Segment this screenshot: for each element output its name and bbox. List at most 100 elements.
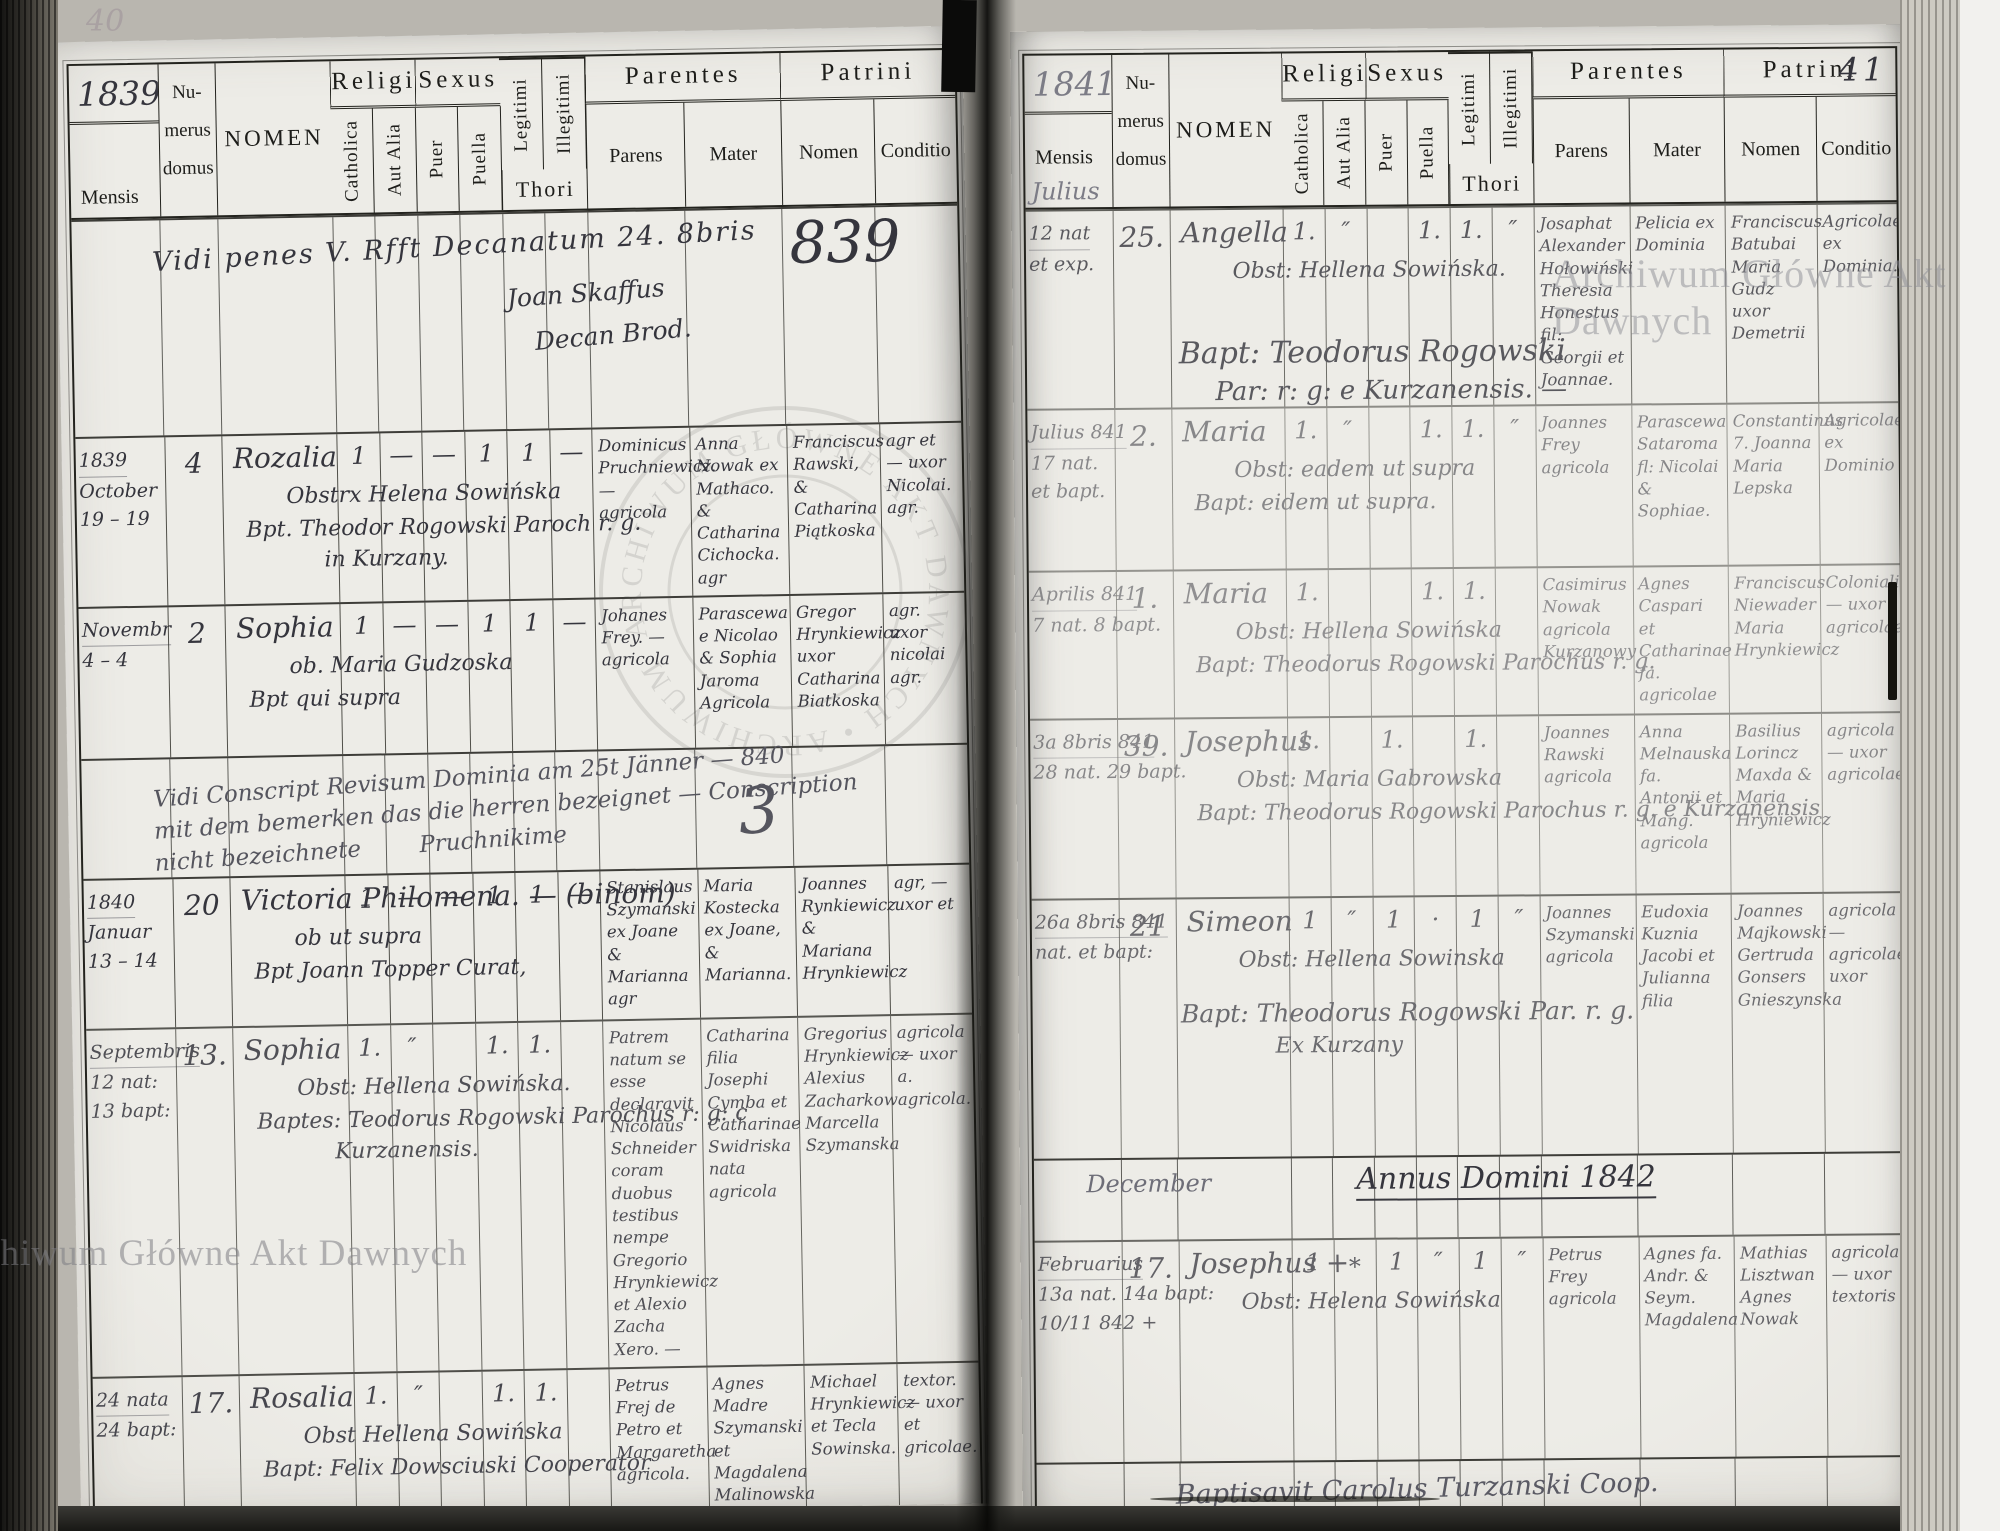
cell-mark: 1 bbox=[1372, 896, 1417, 1156]
cell-mark: — bbox=[379, 432, 425, 602]
group-parentes: Parentes bbox=[1531, 49, 1724, 100]
group-sexus: Sexus bbox=[1364, 52, 1449, 101]
mensis-label: Mensis bbox=[80, 185, 139, 209]
cell-mater: Agnes fa. Andr. & Seym. Magdalena bbox=[1638, 1236, 1738, 1458]
cell-mark: 1. bbox=[1449, 207, 1494, 406]
cell-house-number: 13. bbox=[174, 1028, 239, 1376]
cell-mark bbox=[1495, 715, 1540, 895]
cell-house-number: 39. bbox=[1117, 719, 1176, 898]
handwritten-note-line: Joan Skaffus bbox=[506, 273, 666, 314]
cell-house-number: 1. bbox=[1115, 571, 1174, 718]
cell-conditio: agr. uxor nicolai agr. bbox=[882, 592, 967, 745]
cell-mark: 1 bbox=[1375, 1238, 1419, 1460]
page-number-handwritten: 41 bbox=[1838, 50, 1888, 89]
cell-mark: 1. bbox=[523, 1369, 570, 1521]
cell-mark: — bbox=[424, 601, 471, 753]
group-sexus: Sexus bbox=[414, 58, 501, 108]
column-conditio: Conditio bbox=[873, 97, 958, 204]
cell-mark bbox=[1494, 568, 1538, 715]
cell-mater: Anna Nowak ex Mathaco. & Catharina Cicho… bbox=[689, 425, 790, 596]
register-table-right: 1841. Mensis Julius Nu- merus domus NOME… bbox=[1018, 42, 1915, 1518]
column-mater: Mater bbox=[1628, 97, 1725, 203]
cell-mark: 1. bbox=[1452, 568, 1496, 715]
cell-parens: Dominicus Pruchniewicz. — agricola bbox=[591, 427, 716, 598]
cell-parens: Joannes Rawski agricola bbox=[1537, 715, 1636, 894]
book-spine-edge bbox=[0, 0, 58, 1531]
register-row: Novembr 4 – 4 2 Sophia ob. Maria Gudzoska Bpt… bbox=[78, 590, 968, 759]
register-row: 24 nata 24 bapt: 17. Rosalia Obst Hellena So… bbox=[92, 1360, 982, 1521]
cell-mark: 1 bbox=[514, 872, 561, 1021]
note-band-annus-banner: December Annus Domini 1842 bbox=[1033, 1150, 1906, 1241]
cell-mark bbox=[1367, 407, 1412, 568]
right-page-rows: 12 nat et exp. 25. Angella Obst: Hellena Sow… bbox=[1025, 202, 1908, 1518]
cell-mark: · bbox=[1413, 896, 1458, 1155]
cell-mark bbox=[560, 1021, 609, 1368]
cell-house-number: 2. bbox=[1114, 409, 1173, 570]
year-handwritten: 1841. bbox=[1032, 63, 1113, 104]
left-page: 1839. 40 Mensis Nu- merus domus NOMEN Re… bbox=[54, 25, 990, 1521]
cell-mark: ″ bbox=[1491, 207, 1535, 405]
cell-mark: 1 bbox=[1458, 1238, 1503, 1459]
note-band-left-top: Vidi penes V. Rfft Decanatum 24. 8bris 83… bbox=[71, 203, 962, 437]
cell-mark: 1 bbox=[467, 600, 513, 752]
binding-strip bbox=[941, 0, 977, 93]
cell-mensis: Septembris 12 nat: 13 bapt: bbox=[86, 1029, 201, 1377]
cell-house-number: 4 bbox=[163, 436, 225, 606]
book-gutter bbox=[956, 0, 1016, 1531]
cell-mater: Eudoxia Kuznia Jacobi et Julianna filia bbox=[1635, 894, 1734, 1154]
cell-mark bbox=[438, 1371, 485, 1521]
cell-house-number: 2 bbox=[167, 606, 228, 758]
register-row: Aprilis 841 7 nat. 8 bapt. 1. Maria Obst: He… bbox=[1028, 563, 1908, 719]
mensis-label: Mensis bbox=[1035, 146, 1094, 169]
cell-parens: Johanes Frey. — agricola bbox=[594, 597, 695, 750]
register-row: 12 nat et exp. 25. Angella Obst: Hellena Sow… bbox=[1025, 202, 1902, 409]
cell-mark: ″ bbox=[396, 1372, 442, 1521]
cell-patrini-nomen: Mathias Lisztwan Agnes Nowak bbox=[1733, 1235, 1828, 1457]
cell-mark: 1. bbox=[1284, 408, 1328, 569]
binding-mark bbox=[1888, 582, 1897, 700]
group-parentes: Parentes bbox=[584, 53, 781, 105]
year-handwritten: 1839. bbox=[76, 72, 160, 114]
cell-parens: Joannes Szymanski agricola bbox=[1539, 895, 1638, 1154]
handwritten-note-line: Annus Domini 1842 bbox=[1356, 1158, 1657, 1201]
cell-mark: — bbox=[382, 602, 428, 754]
note-band-left-mid: Vidi Conscript Revisum Dominia am 25t Jä… bbox=[81, 742, 970, 879]
column-parens: Parens bbox=[585, 102, 686, 209]
cell-patrini-nomen: Joannes Majkowski Gertruda Gonsers Gnies… bbox=[1730, 893, 1842, 1153]
cell-mark: 1. bbox=[1286, 717, 1331, 897]
register-row: 26a 8bris 841 nat. et bapt: 21 Simeon Obst: … bbox=[1031, 890, 1907, 1159]
column-parens: Parens bbox=[1532, 98, 1630, 204]
cell-mark: 1. bbox=[1454, 716, 1498, 895]
cell-mark: 1. bbox=[1411, 569, 1455, 716]
cell-parens: Petrus Frey agricola bbox=[1542, 1237, 1640, 1458]
cell-mensis: Aprilis 841 7 nat. 8 bapt. bbox=[1029, 572, 1161, 718]
cell-house-number: 17. bbox=[1121, 1241, 1181, 1462]
year-box: 1839. 40 bbox=[68, 64, 160, 126]
cell-mark: ″ bbox=[1416, 1238, 1461, 1459]
cell-conditio: Agricolae ex Dominio bbox=[1818, 403, 1904, 564]
column-illegitimi: Illegitimi bbox=[542, 56, 587, 170]
cell-mensis: 24 nata 24 bapt: bbox=[93, 1377, 185, 1520]
handwritten-note-line: 839 bbox=[788, 206, 901, 277]
month-handwritten: Julius bbox=[1031, 177, 1100, 206]
left-page-rows: Vidi penes V. Rfft Decanatum 24. 8bris 83… bbox=[71, 203, 982, 1521]
column-legitimi: Legitimi bbox=[499, 57, 545, 171]
cell-mark: — bbox=[387, 874, 433, 1024]
column-conditio: Conditio bbox=[1815, 96, 1897, 201]
cell-mark: — bbox=[549, 429, 595, 599]
cell-mensis: Februarius 13a nat. 14a bapt: 10/11 842 + bbox=[1035, 1242, 1214, 1463]
cell-conditio: agricola — uxor agricolae bbox=[1820, 712, 1905, 892]
group-patrini: Patrini 41 bbox=[1723, 48, 1896, 98]
cell-mark: 1. bbox=[1285, 570, 1329, 717]
cell-mark: 1. bbox=[1451, 406, 1495, 568]
register-row: Septembris 12 nat: 13 bapt: 13. Sophia Obst: … bbox=[86, 1012, 979, 1377]
cell-mark: — bbox=[557, 871, 603, 1021]
column-legitimi: Legitimi bbox=[1448, 51, 1492, 165]
cell-mater: Catharina filia Josephi Cymba et Cathari… bbox=[699, 1017, 804, 1366]
cell-mater: Maria Kostecka ex Joane, & Marianna. bbox=[697, 867, 798, 1018]
cell-mark: 1 bbox=[339, 603, 386, 755]
cell-mark: 1. bbox=[353, 1373, 400, 1521]
cell-mater: Parascewa e Nicolao & Sophia Jaroma Agri… bbox=[692, 595, 793, 748]
ink-smudge bbox=[1150, 1496, 1440, 1502]
cell-conditio: agr et — uxor Nicolai. agr. bbox=[879, 422, 965, 593]
